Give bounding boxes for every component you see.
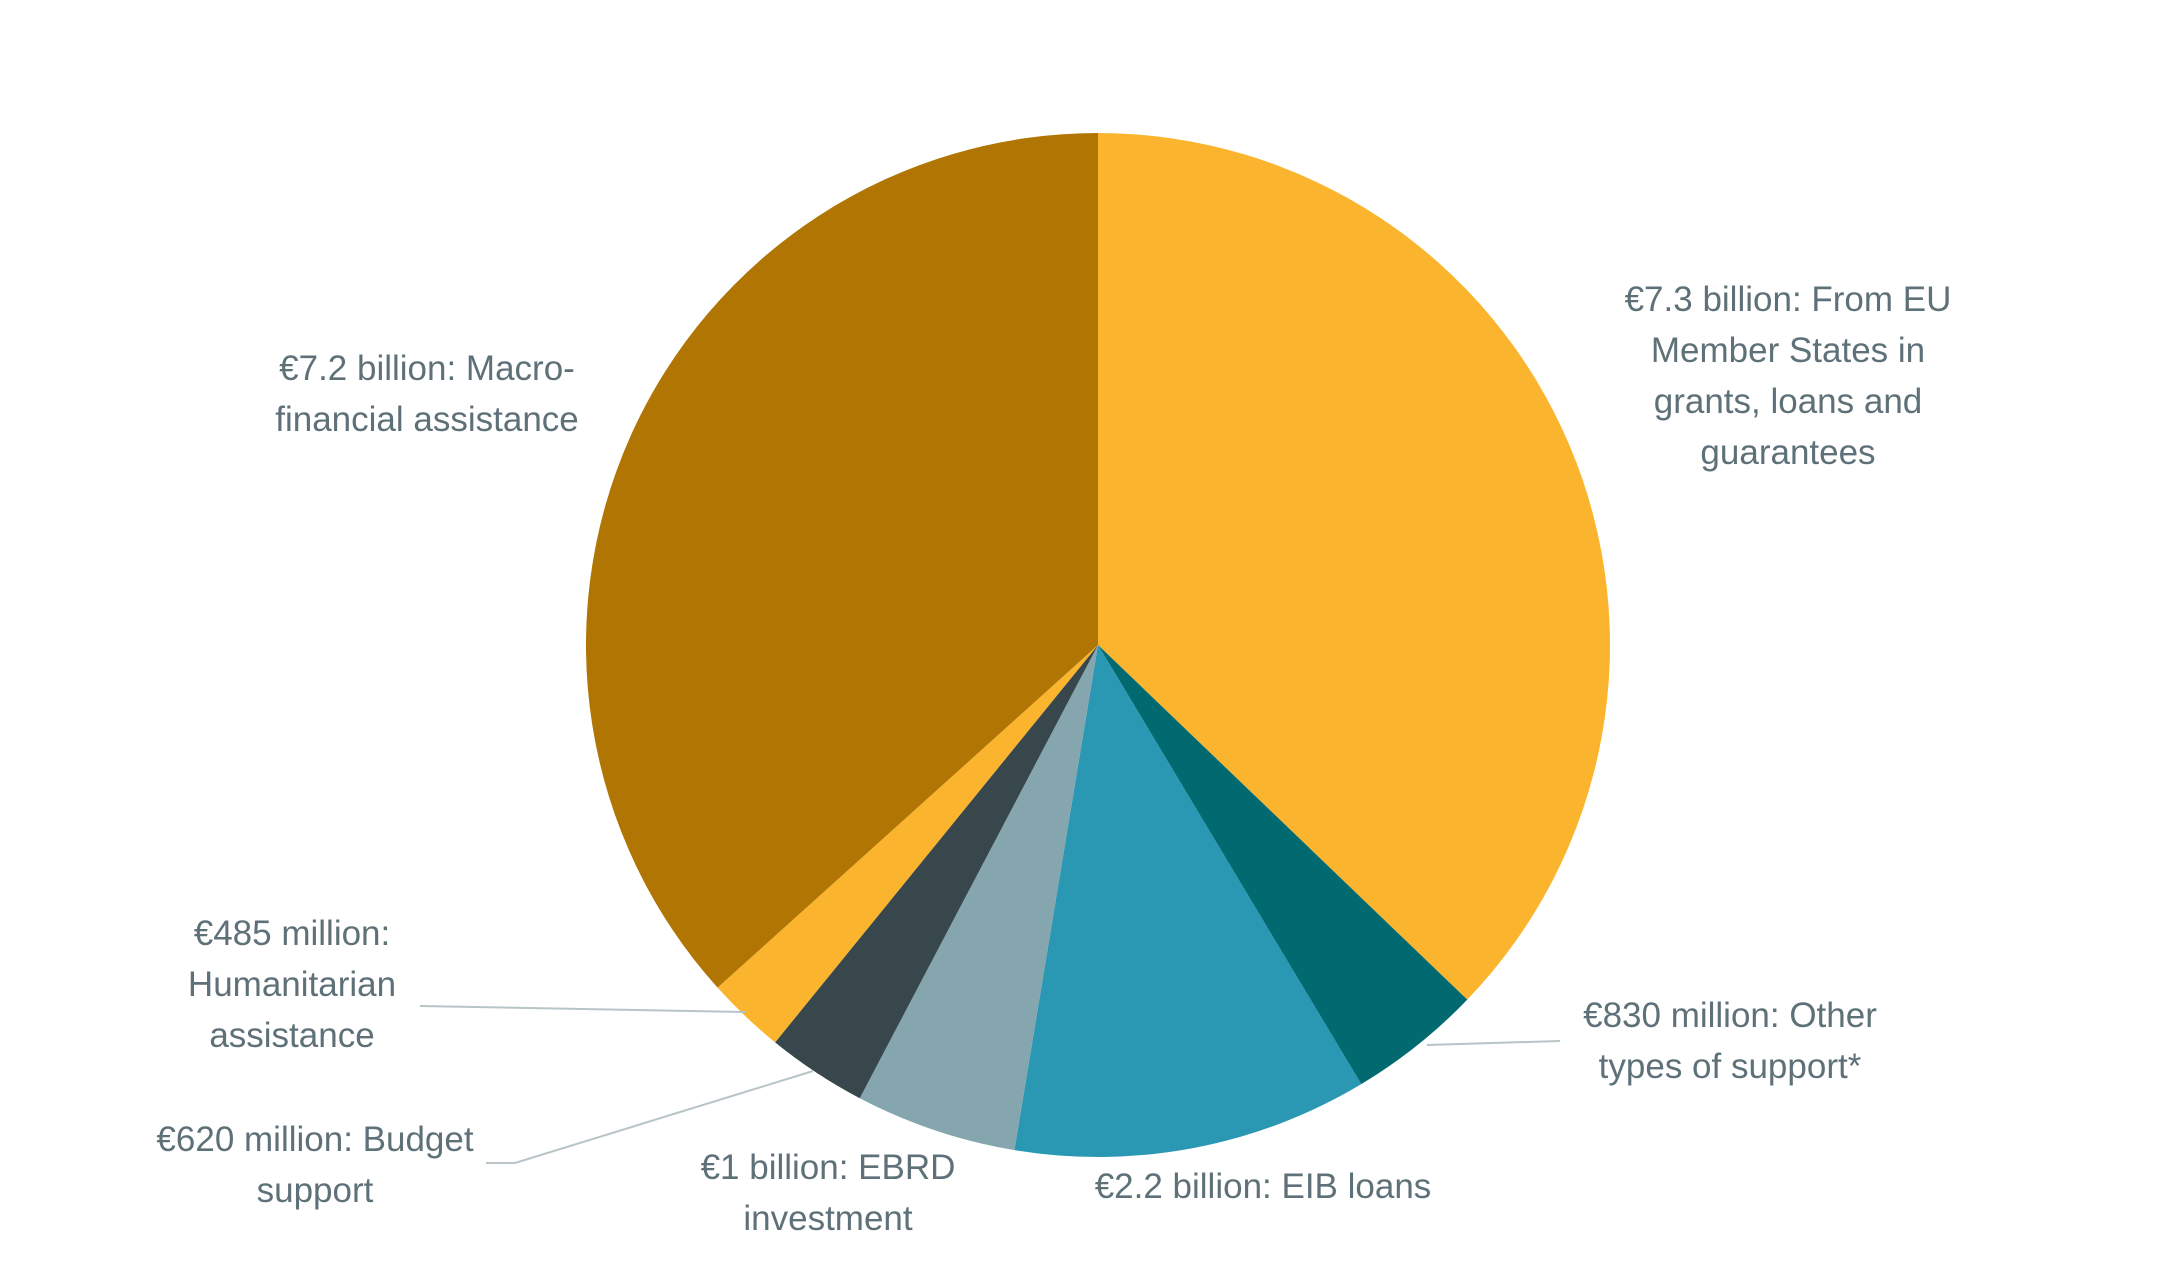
leader-lines: [419, 1005, 1561, 1164]
pie-slice: [1098, 133, 1611, 1000]
pie-slice: [585, 133, 1098, 988]
slice-label-line: types of support*: [1599, 1047, 1862, 1086]
slice-label-line: assistance: [209, 1016, 374, 1055]
pie-slice: [859, 645, 1098, 1151]
slice-label-line: €830 million: Other: [1583, 996, 1877, 1035]
slice-label-line: Member States in: [1651, 331, 1925, 370]
pie-slice: [775, 645, 1098, 1099]
slice-label: €1 billion: EBRD investment: [701, 1148, 956, 1238]
pie-slice: [1014, 645, 1362, 1158]
slice-label-line: €2.2 billion: EIB loans: [1095, 1167, 1432, 1206]
slice-label: €620 million: Budget support: [156, 1120, 473, 1210]
slice-label: €830 million: Other types of support*: [1583, 996, 1877, 1086]
slice-labels: €7.3 billion: From EU Member States in gra…: [156, 280, 1951, 1238]
slice-label-line: support: [257, 1171, 374, 1210]
slice-label-line: financial assistance: [275, 400, 579, 439]
slice-label-line: grants, loans and: [1654, 382, 1923, 421]
slice-label-line: €620 million: Budget: [156, 1120, 473, 1159]
slice-label: €7.3 billion: From EU Member States in gra…: [1625, 280, 1952, 472]
slice-label: €7.2 billion: Macro-financial assistance: [275, 349, 579, 439]
slice-label-line: Humanitarian: [188, 965, 396, 1004]
pie-slice: [1098, 645, 1468, 1085]
leader-line: [419, 1005, 746, 1013]
pie-slices: [585, 133, 1611, 1158]
pie-slice: [717, 645, 1098, 1043]
slice-label-line: investment: [743, 1199, 913, 1238]
slice-label-line: guarantees: [1700, 433, 1875, 472]
slice-label-line: €7.2 billion: Macro-: [279, 349, 575, 388]
slice-label: €485 million: Humanitarian assistance: [188, 914, 396, 1055]
slice-label-line: €7.3 billion: From EU: [1625, 280, 1952, 319]
slice-label: €2.2 billion: EIB loans: [1095, 1167, 1432, 1206]
slice-label-line: €1 billion: EBRD: [701, 1148, 956, 1187]
leader-line: [1426, 1040, 1561, 1046]
leader-line: [486, 1070, 814, 1164]
slice-label-line: €485 million:: [194, 914, 391, 953]
